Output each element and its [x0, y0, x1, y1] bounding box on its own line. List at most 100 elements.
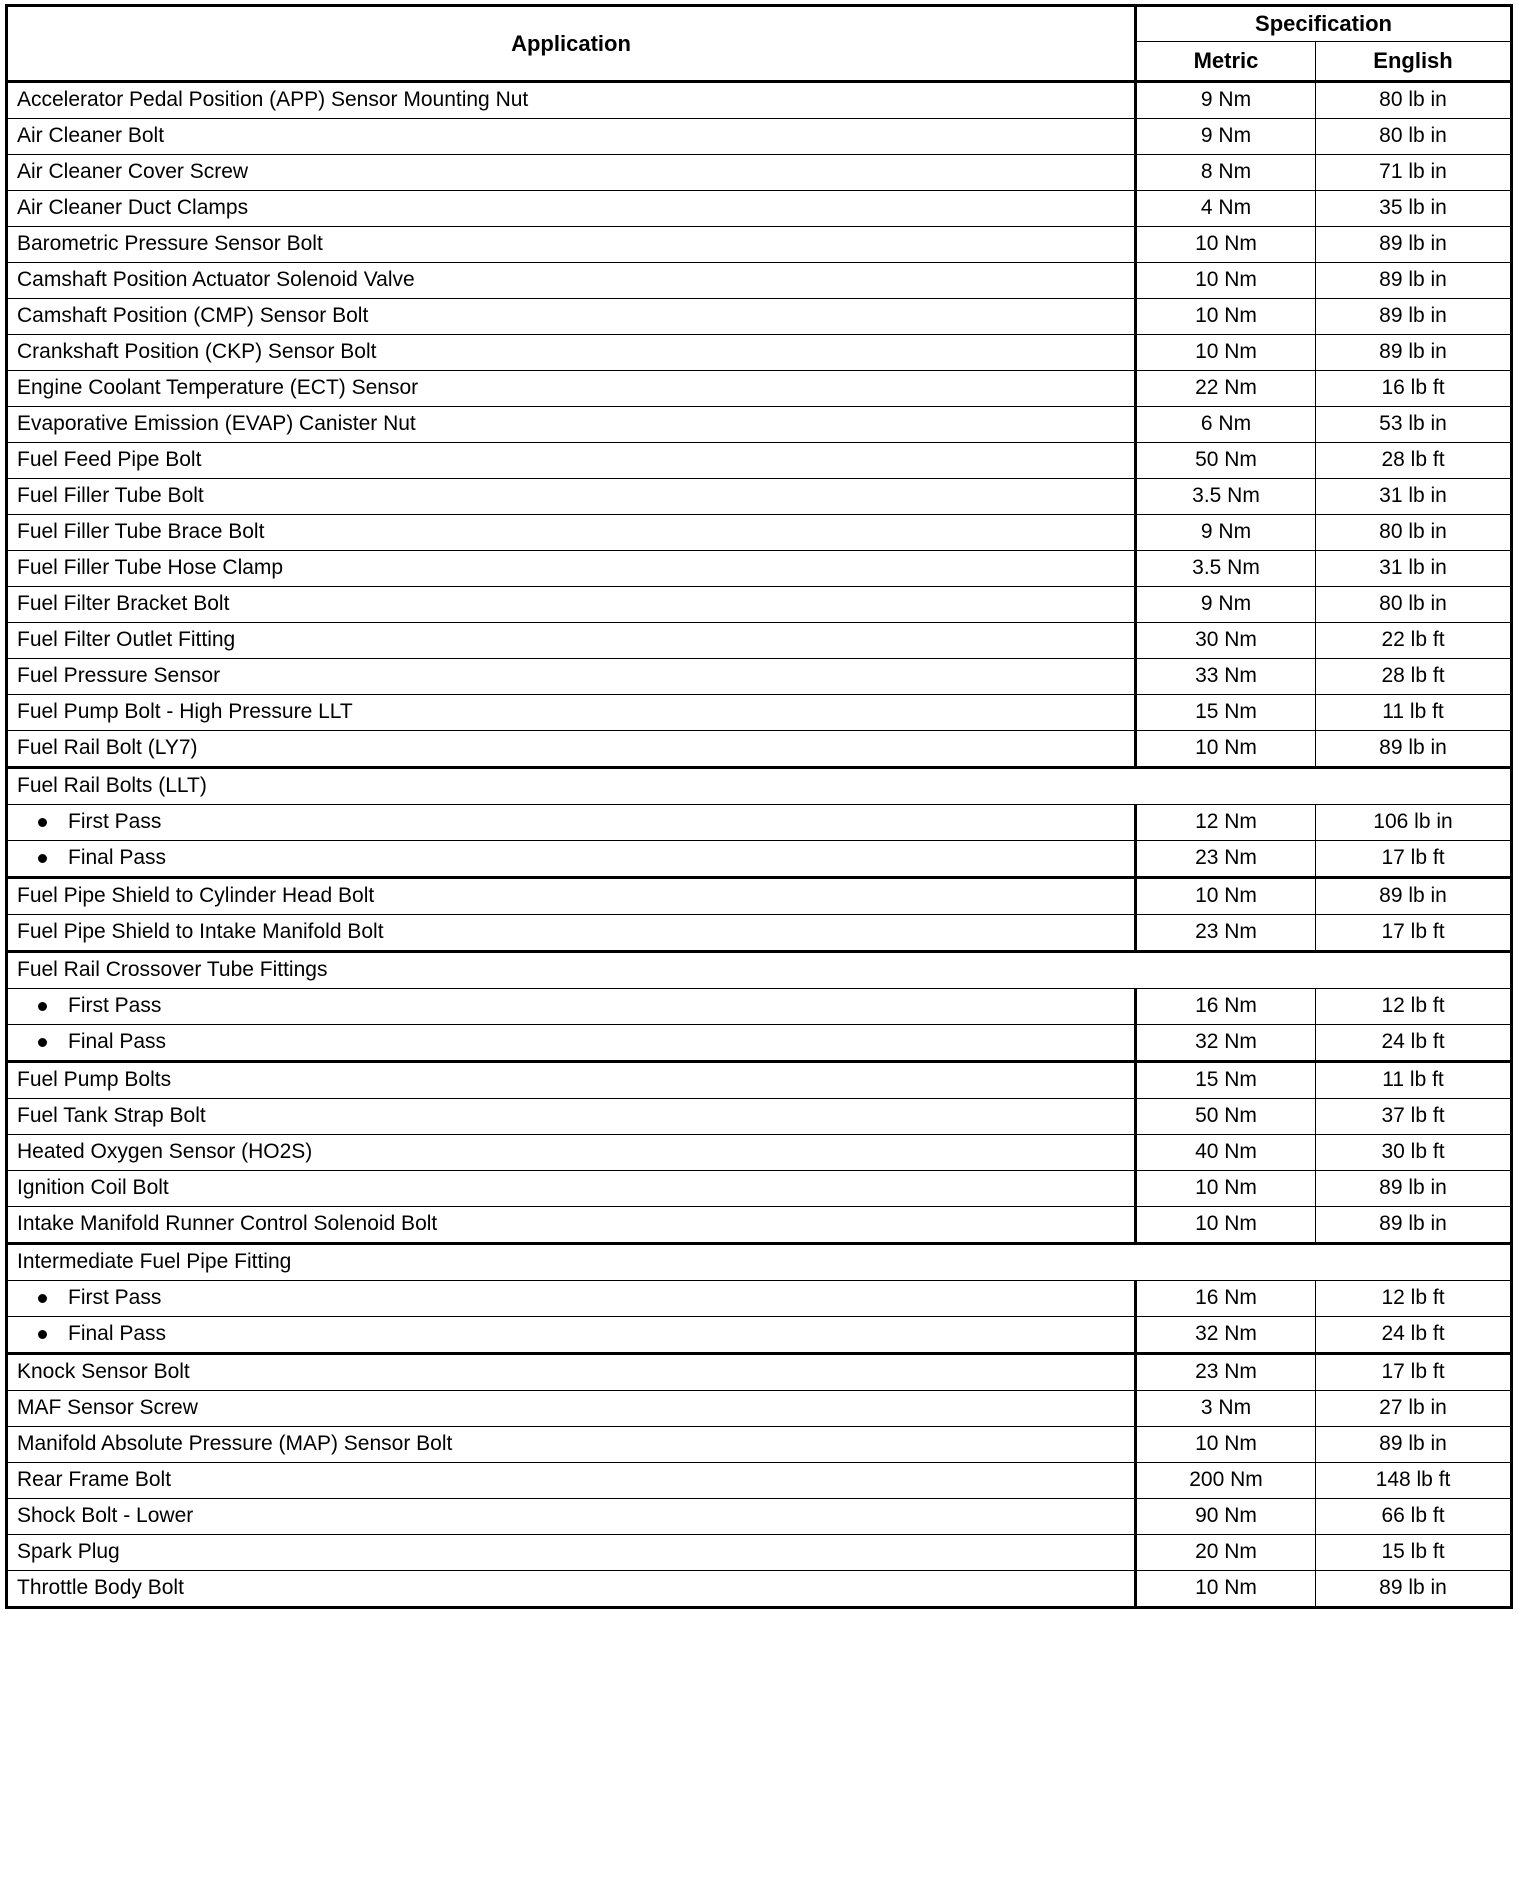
table-row: Rear Frame Bolt 200 Nm 148 lb ft — [6, 1462, 1513, 1499]
application-label: Ignition Coil Bolt — [17, 1176, 169, 1200]
metric-value: 22 Nm — [1195, 376, 1257, 400]
english-value: 89 lb in — [1379, 1212, 1447, 1236]
application-cell: MAF Sensor Screw — [6, 1390, 1137, 1427]
application-cell-bulleted: Final Pass — [6, 1024, 1137, 1062]
english-value: 106 lb in — [1373, 810, 1453, 834]
application-cell: Fuel Pipe Shield to Intake Manifold Bolt — [6, 914, 1137, 952]
metric-value: 3.5 Nm — [1192, 556, 1260, 580]
english-value-cell: 15 lb ft — [1314, 1534, 1513, 1571]
english-value-cell: 12 lb ft — [1314, 1280, 1513, 1317]
bullet-item: First Pass — [17, 1286, 1134, 1310]
application-label: Air Cleaner Duct Clamps — [17, 196, 249, 220]
english-value-cell: 17 lb ft — [1314, 840, 1513, 878]
application-cell: Air Cleaner Cover Screw — [6, 154, 1137, 191]
english-value: 35 lb in — [1379, 196, 1447, 220]
english-value-cell: 89 lb in — [1314, 226, 1513, 263]
table-row: Camshaft Position (CMP) Sensor Bolt 10 Nm… — [6, 298, 1513, 335]
metric-value-cell: 10 Nm — [1135, 876, 1316, 915]
application-cell: Heated Oxygen Sensor (HO2S) — [6, 1134, 1137, 1171]
table-row: Crankshaft Position (CKP) Sensor Bolt 10 … — [6, 334, 1513, 371]
bullet-dot-icon — [38, 1001, 47, 1011]
english-value: 89 lb in — [1379, 340, 1447, 364]
english-value-cell: 89 lb in — [1314, 334, 1513, 371]
application-label: Fuel Feed Pipe Bolt — [17, 448, 202, 472]
column-header-metric: Metric — [1135, 41, 1316, 83]
application-cell: Camshaft Position Actuator Solenoid Valv… — [6, 262, 1137, 299]
application-label: Air Cleaner Bolt — [17, 124, 165, 148]
application-label: Throttle Body Bolt — [17, 1576, 184, 1600]
metric-value-cell: 8 Nm — [1135, 154, 1316, 191]
metric-value: 23 Nm — [1195, 846, 1257, 870]
application-cell: Fuel Feed Pipe Bolt — [6, 442, 1137, 479]
metric-value: 10 Nm — [1195, 340, 1257, 364]
application-cell: Fuel Rail Bolt (LY7) — [6, 730, 1137, 768]
bullet-dot-icon — [38, 1329, 47, 1339]
metric-value: 15 Nm — [1195, 700, 1257, 724]
group-label: Intermediate Fuel Pipe Fitting — [17, 1250, 292, 1274]
metric-value-cell: 3.5 Nm — [1135, 478, 1316, 515]
application-cell: Shock Bolt - Lower — [6, 1498, 1137, 1535]
english-value-cell: 89 lb in — [1314, 876, 1513, 915]
english-value-cell: 80 lb in — [1314, 514, 1513, 551]
application-cell: Spark Plug — [6, 1534, 1137, 1571]
application-label: Air Cleaner Cover Screw — [17, 160, 249, 184]
metric-value: 16 Nm — [1195, 994, 1257, 1018]
metric-value: 10 Nm — [1195, 1432, 1257, 1456]
english-value: 12 lb ft — [1381, 1286, 1445, 1310]
application-cell: Air Cleaner Bolt — [6, 118, 1137, 155]
english-value: 31 lb in — [1379, 556, 1447, 580]
english-value: 89 lb in — [1379, 884, 1447, 908]
group-label: Fuel Rail Bolts (LLT) — [17, 774, 207, 798]
metric-value-cell: 50 Nm — [1135, 1098, 1316, 1135]
english-value: 89 lb in — [1379, 232, 1447, 256]
bullet-label: Final Pass — [68, 846, 167, 870]
application-label: Knock Sensor Bolt — [17, 1360, 190, 1384]
header-row-sub: Metric English — [7, 41, 1513, 83]
english-value-cell: 89 lb in — [1314, 1170, 1513, 1207]
table-row: Intake Manifold Runner Control Solenoid … — [6, 1206, 1513, 1244]
metric-value-cell: 3.5 Nm — [1135, 550, 1316, 587]
metric-value-cell: 9 Nm — [1135, 118, 1316, 155]
metric-value-cell: 200 Nm — [1135, 1462, 1316, 1499]
english-value: 24 lb ft — [1381, 1322, 1445, 1346]
metric-value-cell: 16 Nm — [1135, 988, 1316, 1025]
application-cell-bulleted: First Pass — [6, 1280, 1137, 1317]
table-row: Accelerator Pedal Position (APP) Sensor … — [6, 81, 1513, 119]
english-value: 11 lb ft — [1382, 700, 1444, 724]
application-cell: Air Cleaner Duct Clamps — [6, 190, 1137, 227]
metric-value-cell: 10 Nm — [1135, 1426, 1316, 1463]
english-value: 11 lb ft — [1382, 1068, 1444, 1092]
application-label: Fuel Pump Bolts — [17, 1068, 172, 1092]
application-label: Accelerator Pedal Position (APP) Sensor … — [17, 88, 529, 112]
application-cell: Fuel Pipe Shield to Cylinder Head Bolt — [6, 876, 1137, 915]
english-value: 80 lb in — [1379, 88, 1447, 112]
metric-value-cell: 32 Nm — [1135, 1316, 1316, 1354]
english-value: 31 lb in — [1379, 484, 1447, 508]
bullet-item: First Pass — [17, 810, 1134, 834]
application-label: Fuel Filter Outlet Fitting — [17, 628, 236, 652]
metric-value: 23 Nm — [1195, 920, 1257, 944]
application-label: Fuel Pipe Shield to Intake Manifold Bolt — [17, 920, 384, 944]
group-label-cell: Fuel Rail Bolts (LLT) — [5, 766, 1512, 805]
english-value-cell: 27 lb in — [1314, 1390, 1513, 1427]
group-label-cell: Intermediate Fuel Pipe Fitting — [5, 1242, 1512, 1281]
application-cell: Fuel Pressure Sensor — [6, 658, 1137, 695]
metric-value-cell: 15 Nm — [1135, 694, 1316, 731]
english-value-cell: 89 lb in — [1314, 1206, 1513, 1244]
application-label: Fuel Filler Tube Hose Clamp — [17, 556, 284, 580]
english-value: 12 lb ft — [1381, 994, 1445, 1018]
table-row: Fuel Rail Crossover Tube Fittings — [5, 950, 1512, 989]
metric-value-cell: 10 Nm — [1135, 226, 1316, 263]
metric-value-cell: 22 Nm — [1135, 370, 1316, 407]
english-value-cell: 80 lb in — [1314, 118, 1513, 155]
group-label: Fuel Rail Crossover Tube Fittings — [17, 958, 328, 982]
application-cell: Fuel Filter Outlet Fitting — [6, 622, 1137, 659]
metric-value-cell: 9 Nm — [1135, 586, 1316, 623]
application-label: Fuel Rail Bolt (LY7) — [17, 736, 198, 760]
metric-value: 9 Nm — [1200, 520, 1252, 544]
metric-value-cell: 15 Nm — [1135, 1060, 1316, 1099]
english-value: 24 lb ft — [1381, 1030, 1445, 1054]
table-row: First Pass 12 Nm 106 lb in — [6, 804, 1513, 841]
metric-value-cell: 10 Nm — [1135, 1570, 1316, 1609]
